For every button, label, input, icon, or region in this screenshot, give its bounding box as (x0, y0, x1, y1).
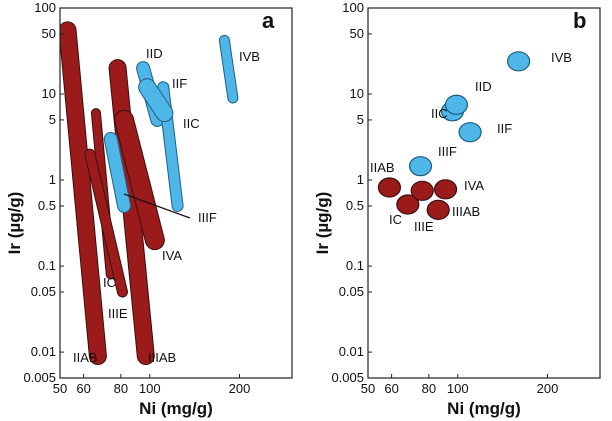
panel-letter: a (262, 8, 275, 33)
label-ivb: IVB (239, 49, 260, 64)
y-tick-label: 0.05 (31, 284, 56, 299)
band-iiie (85, 149, 127, 297)
point-iiiab (426, 199, 450, 220)
label-iid: IID (146, 46, 163, 61)
x-axis-title: Ni (mg/g) (139, 399, 213, 418)
label-iid: IID (475, 79, 492, 94)
x-axis-title: Ni (mg/g) (447, 399, 521, 418)
x-tick-label: 60 (76, 381, 90, 396)
y-tick-label: 5 (357, 112, 364, 127)
band-iiab (60, 22, 106, 365)
y-tick-label: 100 (342, 0, 364, 15)
point-ivb (507, 51, 531, 72)
y-tick-label: 10 (42, 86, 56, 101)
y-tick-label: 1 (357, 172, 364, 187)
label-iif: IIF (497, 121, 512, 136)
x-tick-label: 100 (447, 381, 469, 396)
y-tick-label: 0.5 (346, 198, 364, 213)
y-tick-label: 0.5 (38, 198, 56, 213)
y-tick-label: 0.1 (38, 258, 56, 273)
label-iiie: IIIE (414, 219, 434, 234)
y-axis-title: Ir (µg/g) (313, 192, 332, 255)
x-tick-label: 50 (53, 381, 67, 396)
x-tick-label: 60 (384, 381, 398, 396)
y-tick-label: 0.005 (23, 370, 56, 385)
label-iif: IIF (172, 76, 187, 91)
plot-frame (59, 7, 293, 379)
label-iic: IIC (431, 106, 448, 121)
label-iiiab: IIIAB (148, 350, 176, 365)
label-iva: IVA (464, 178, 484, 193)
y-tick-label: 0.01 (31, 344, 56, 359)
band-layer (60, 21, 239, 366)
x-tick-label: 100 (139, 381, 161, 396)
label-iiiab: IIIAB (452, 204, 480, 219)
panel-letter: b (573, 8, 586, 33)
point-iiif (408, 156, 433, 177)
label-ivb: IVB (551, 50, 572, 65)
point-iif (458, 122, 482, 143)
point-iiie (410, 180, 434, 201)
point-iva (433, 179, 458, 200)
x-tick-label: 200 (537, 381, 559, 396)
label-iva: IVA (162, 248, 182, 263)
x-tick-label: 50 (361, 381, 375, 396)
point-iid (444, 94, 469, 115)
label-iiif: IIIF (198, 210, 217, 225)
y-tick-label: 100 (34, 0, 56, 15)
point-iiab (377, 177, 402, 198)
y-tick-label: 0.1 (346, 258, 364, 273)
band-iif (139, 79, 173, 122)
label-iiie: IIIE (108, 306, 128, 321)
y-axis-title: Ir (µg/g) (5, 192, 24, 255)
label-ic: IC (103, 275, 116, 290)
y-tick-label: 1 (49, 172, 56, 187)
panel-b: 0.005 0.01 0.05 0.1 0.5 1 5 10 50 100 50 60 80 100 200… (313, 0, 601, 418)
x-tick-label: 80 (422, 381, 436, 396)
band-iva (115, 110, 164, 250)
label-iic: IIC (183, 116, 200, 131)
y-tick-label: 0.01 (339, 344, 364, 359)
y-tick-label: 50 (42, 26, 56, 41)
label-ic: IC (389, 212, 402, 227)
band-ivb (219, 35, 238, 103)
panel-a: 0.005 0.01 0.05 0.1 0.5 1 5 10 50 100 50 60 80 100 200… (5, 0, 293, 418)
label-iiab: IIAB (73, 350, 98, 365)
x-tick-label: 80 (114, 381, 128, 396)
label-iiif: IIIF (438, 144, 457, 159)
y-tick-label: 5 (49, 112, 56, 127)
y-tick-label: 0.05 (339, 284, 364, 299)
band-iiif (104, 133, 131, 212)
point-ic (396, 194, 420, 215)
x-tick-label: 200 (229, 381, 251, 396)
y-tick-label: 10 (350, 86, 364, 101)
y-tick-label: 0.005 (331, 370, 364, 385)
plot-frame (367, 7, 601, 379)
y-tick-label: 50 (350, 26, 364, 41)
leader-line (123, 193, 191, 219)
label-iiab: IIAB (370, 160, 395, 175)
